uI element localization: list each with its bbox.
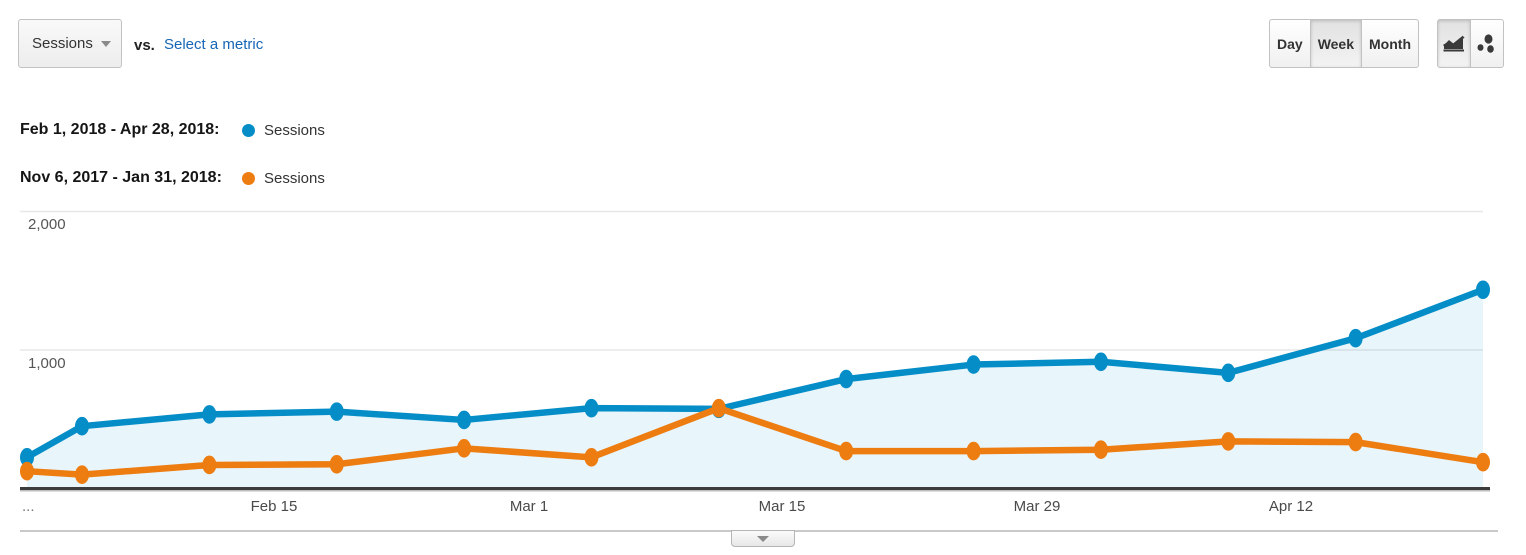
data-point[interactable]: [329, 454, 344, 474]
legend-row-comparison-period: Nov 6, 2017 - Jan 31, 2018: Sessions: [20, 165, 325, 191]
motion-chart-button[interactable]: [1470, 19, 1504, 68]
data-point[interactable]: [966, 355, 981, 374]
data-point[interactable]: [839, 441, 854, 461]
data-point[interactable]: [1221, 363, 1236, 383]
data-point[interactable]: [711, 398, 726, 418]
x-axis-label: Mar 15: [758, 498, 806, 515]
vs-label: vs.: [134, 37, 155, 54]
data-point[interactable]: [584, 448, 599, 467]
data-point[interactable]: [584, 398, 599, 418]
granularity-button-group: Day Week Month: [1269, 19, 1419, 68]
x-axis-label: Mar 1: [509, 498, 549, 515]
chevron-down-icon: [101, 40, 111, 47]
granularity-week-button[interactable]: Week: [1309, 19, 1363, 68]
data-point[interactable]: [75, 416, 89, 436]
chart-legend: Feb 1, 2018 - Apr 28, 2018: Sessions Nov…: [20, 117, 325, 213]
data-point[interactable]: [1093, 440, 1108, 460]
legend-series-label: Sessions: [264, 121, 325, 139]
collapse-handle-button[interactable]: [731, 530, 795, 547]
series-color-dot: [242, 171, 255, 185]
chart-type-button-group: [1437, 19, 1504, 68]
granularity-month-button[interactable]: Month: [1361, 19, 1419, 68]
data-point[interactable]: [457, 439, 472, 458]
data-point[interactable]: [457, 410, 472, 430]
data-point[interactable]: [75, 465, 89, 484]
data-point[interactable]: [1348, 432, 1363, 452]
granularity-day-button[interactable]: Day: [1269, 19, 1311, 68]
legend-date-range: Feb 1, 2018 - Apr 28, 2018:: [20, 121, 220, 138]
data-point[interactable]: [202, 405, 217, 424]
x-axis-label: Apr 12: [1268, 498, 1314, 515]
x-axis-label: Feb 15: [250, 498, 298, 515]
data-point[interactable]: [1348, 328, 1363, 348]
series-color-dot: [242, 123, 255, 137]
y-axis-label: 2,000: [28, 216, 66, 233]
x-axis-label: Mar 29: [1013, 498, 1061, 515]
line-chart-button[interactable]: [1437, 19, 1471, 68]
data-point[interactable]: [966, 441, 981, 461]
motion-chart-icon: [1477, 33, 1494, 53]
select-metric-link[interactable]: Select a metric: [164, 36, 264, 53]
data-point[interactable]: [1093, 352, 1108, 372]
metric-selector-value: Sessions: [32, 35, 93, 52]
data-point[interactable]: [1476, 280, 1490, 300]
data-point[interactable]: [1221, 432, 1236, 451]
data-point[interactable]: [20, 448, 34, 467]
y-axis-label: 1,000: [28, 355, 66, 372]
collapse-caret-icon: [757, 535, 769, 542]
legend-date-range: Nov 6, 2017 - Jan 31, 2018:: [20, 169, 222, 186]
data-point[interactable]: [329, 402, 344, 421]
legend-series-label: Sessions: [264, 169, 325, 187]
metric-selector-dropdown[interactable]: Sessions: [18, 19, 122, 68]
data-point[interactable]: [20, 461, 34, 481]
legend-row-current-period: Feb 1, 2018 - Apr 28, 2018: Sessions: [20, 117, 325, 143]
x-axis-label: ...: [22, 498, 35, 515]
data-point[interactable]: [1476, 452, 1490, 472]
line-chart-icon: [1443, 35, 1465, 51]
data-point[interactable]: [202, 455, 217, 475]
data-point[interactable]: [839, 369, 854, 389]
